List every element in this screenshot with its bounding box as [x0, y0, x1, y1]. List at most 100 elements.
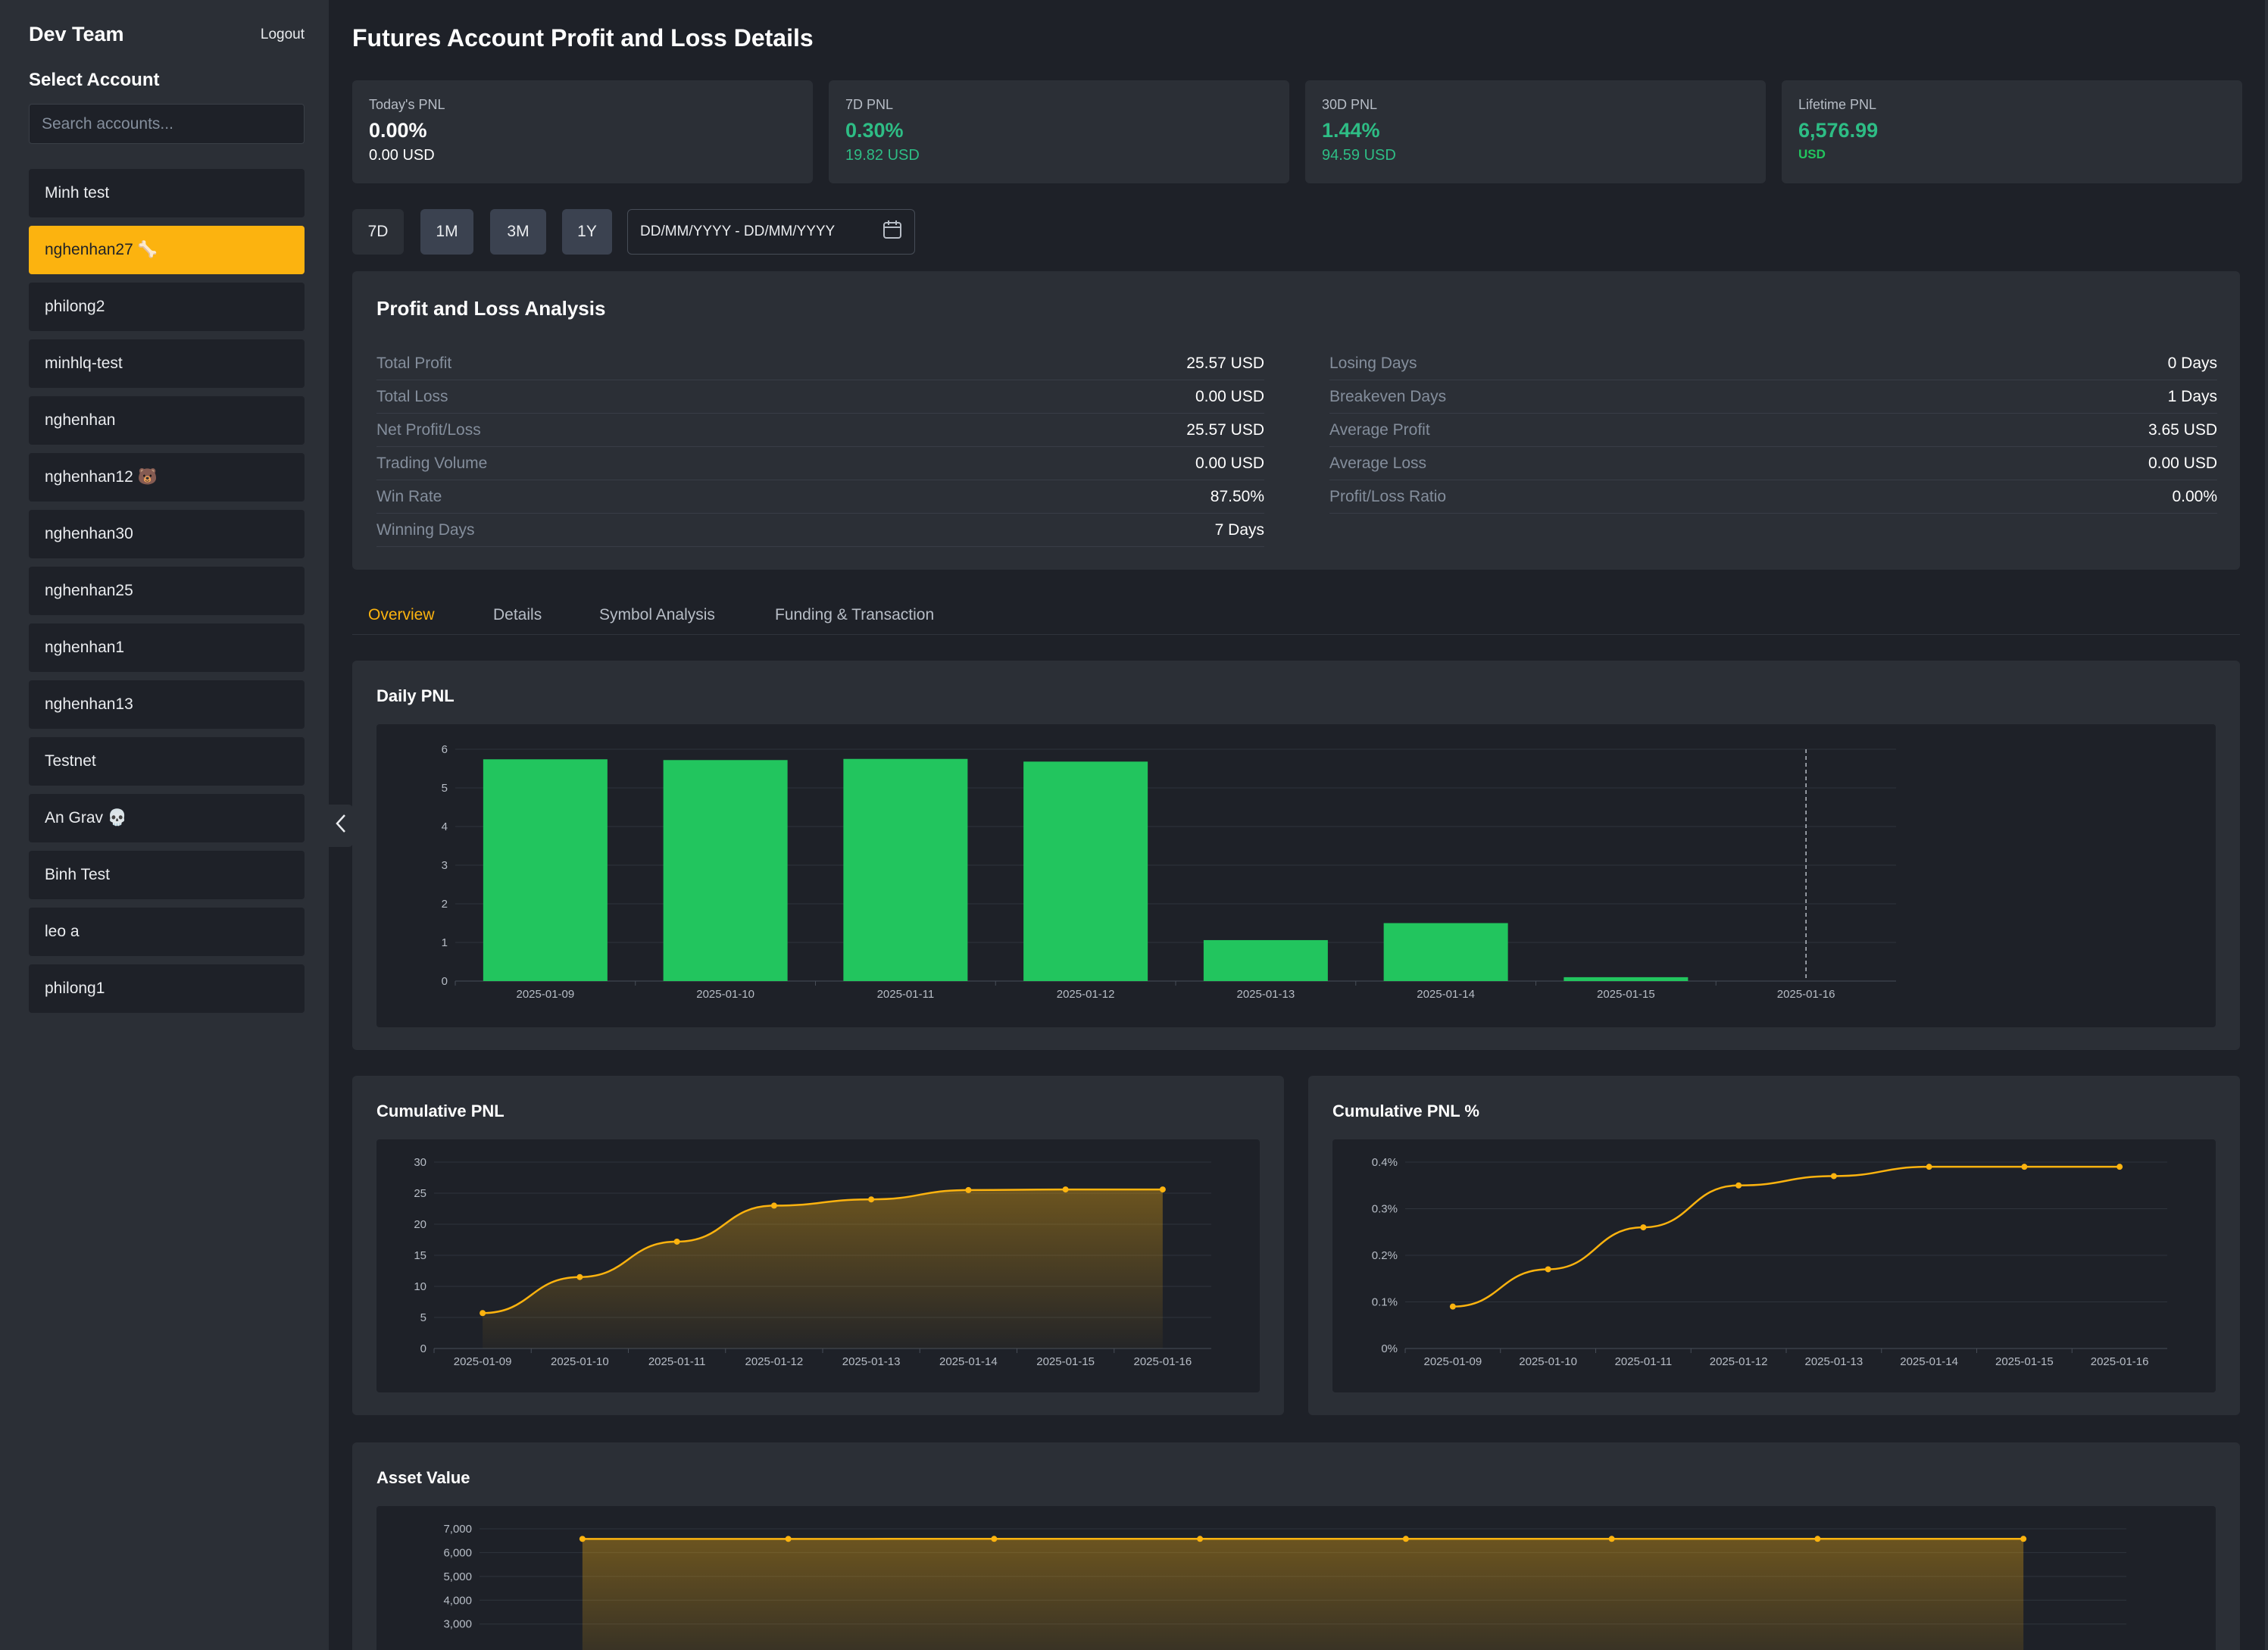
- chart-title: Asset Value: [376, 1468, 470, 1487]
- x-tick-label: 2025-01-16: [1134, 1355, 1192, 1368]
- range-button-7d[interactable]: 7D: [352, 209, 404, 255]
- analysis-key: Net Profit/Loss: [376, 420, 481, 439]
- account-item[interactable]: philong2: [29, 283, 305, 331]
- tab-symbol-analysis[interactable]: Symbol Analysis: [599, 606, 715, 623]
- cumulative-pnl-percent-panel: Cumulative PNL % 0% 0.1% 0.2% 0.3% 0.4% 2025-…: [1308, 1076, 2240, 1415]
- daily-pnl-bar: [1023, 761, 1148, 981]
- date-range-placeholder: DD/MM/YYYY - DD/MM/YYYY: [640, 223, 836, 239]
- data-point: [1926, 1164, 1932, 1170]
- x-tick-label: 2025-01-12: [1710, 1355, 1768, 1368]
- account-item[interactable]: philong1: [29, 964, 305, 1013]
- analysis-key: Profit/Loss Ratio: [1329, 487, 1447, 505]
- account-item[interactable]: An Grav 💀: [29, 794, 305, 842]
- y-tick-label: 3: [442, 859, 448, 872]
- account-item[interactable]: nghenhan: [29, 396, 305, 445]
- stat-sub-value: 19.82 USD: [845, 147, 920, 164]
- cumulative-pnl-chart-area: 0 5 10 15 20 25 30 2025-01-09 2025-01-10 2025-01-…: [376, 1139, 1260, 1392]
- series-area: [582, 1539, 2024, 1650]
- search-accounts-input[interactable]: [29, 104, 305, 144]
- analysis-value: 0.00 USD: [2148, 454, 2217, 472]
- cumulative-pnl-percent-chart: 0% 0.1% 0.2% 0.3% 0.4% 2025-01-09 2025-01-10 20…: [1372, 1156, 2167, 1368]
- analysis-row: Trading Volume 0.00 USD: [376, 447, 1264, 480]
- y-tick-label: 5: [420, 1311, 426, 1324]
- data-point: [1402, 1536, 1409, 1542]
- analysis-key: Breakeven Days: [1329, 387, 1447, 405]
- account-item[interactable]: nghenhan13: [29, 680, 305, 729]
- calendar-icon: [883, 220, 902, 244]
- account-item[interactable]: nghenhan25: [29, 567, 305, 615]
- page-title: Futures Account Profit and Loss Details: [352, 24, 814, 52]
- daily-pnl-bar: [1203, 939, 1328, 981]
- y-tick-label: 4: [442, 820, 448, 833]
- account-item[interactable]: Binh Test: [29, 851, 305, 899]
- series-line: [483, 1188, 1163, 1314]
- account-item[interactable]: minhlq-test: [29, 339, 305, 388]
- x-tick-label: 2025-01-10: [1519, 1355, 1577, 1368]
- account-item[interactable]: nghenhan30: [29, 510, 305, 558]
- analysis-value: 0.00 USD: [1195, 387, 1264, 405]
- logout-link[interactable]: Logout: [260, 26, 305, 42]
- range-button-3m[interactable]: 3M: [490, 209, 546, 255]
- analysis-right-column: Losing Days 0 Days Breakeven Days 1 Days Ave…: [1329, 347, 2217, 514]
- analysis-key: Average Profit: [1329, 420, 1430, 439]
- analysis-left-column: Total Profit 25.57 USD Total Loss 0.00 USD N…: [376, 347, 1264, 547]
- x-tick-label: 2025-01-12: [745, 1355, 804, 1368]
- tab-overview[interactable]: Overview: [368, 606, 435, 623]
- asset-value-panel: Asset Value 3,000 4,000 5,000 6,000 7,000: [352, 1442, 2240, 1650]
- x-tick-label: 2025-01-12: [1057, 988, 1115, 1001]
- asset-value-chart-area: 3,000 4,000 5,000 6,000 7,000: [376, 1506, 2216, 1650]
- data-point: [673, 1238, 680, 1245]
- data-point: [770, 1202, 777, 1209]
- y-tick-label: 7,000: [443, 1523, 472, 1536]
- account-item[interactable]: nghenhan12 🐻: [29, 453, 305, 502]
- date-range-input[interactable]: DD/MM/YYYY - DD/MM/YYYY: [627, 209, 915, 255]
- analysis-value: 87.50%: [1210, 487, 1264, 505]
- x-tick-label: 2025-01-11: [877, 988, 935, 1001]
- sidebar: Dev Team Logout Select Account Minh test…: [0, 0, 329, 1650]
- stat-card-lifetime: Lifetime PNL 6,576.99 USD: [1782, 80, 2242, 183]
- range-button-1y[interactable]: 1Y: [562, 209, 612, 255]
- x-tick-label: 2025-01-15: [1597, 988, 1655, 1001]
- x-tick-label: 2025-01-10: [696, 988, 754, 1001]
- x-tick-label: 2025-01-11: [648, 1355, 706, 1368]
- stat-value: 6,576.99: [1798, 119, 1879, 142]
- y-tick-label: 0%: [1381, 1342, 1398, 1355]
- y-tick-label: 0.4%: [1372, 1156, 1398, 1169]
- analysis-row: Profit/Loss Ratio 0.00%: [1329, 480, 2217, 514]
- y-tick-label: 0: [420, 1342, 426, 1355]
- range-button-1m[interactable]: 1M: [420, 209, 473, 255]
- account-item[interactable]: nghenhan27 🦴: [29, 226, 305, 274]
- account-item[interactable]: Minh test: [29, 169, 305, 217]
- chart-title: Daily PNL: [376, 686, 455, 705]
- x-tick-label: 2025-01-16: [1777, 988, 1835, 1001]
- series-line: [1452, 1165, 2120, 1308]
- tab-funding-transaction[interactable]: Funding & Transaction: [775, 606, 935, 623]
- stat-label: Today's PNL: [369, 97, 445, 112]
- tab-details[interactable]: Details: [493, 606, 542, 623]
- daily-pnl-bar: [663, 760, 788, 981]
- analysis-row: Losing Days 0 Days: [1329, 347, 2217, 380]
- data-point: [1814, 1536, 1821, 1542]
- sidebar-header: Dev Team Logout: [29, 23, 305, 46]
- daily-pnl-bar: [1383, 923, 1508, 981]
- analysis-row: Win Rate 87.50%: [376, 480, 1264, 514]
- collapse-sidebar-button[interactable]: [329, 805, 353, 847]
- data-point: [1062, 1186, 1069, 1193]
- y-tick-label: 25: [414, 1187, 426, 1200]
- account-item[interactable]: nghenhan1: [29, 623, 305, 672]
- daily-pnl-panel: Daily PNL 0 1 2 3 4 5 6 2025-01-09 2025-01-10 202…: [352, 661, 2240, 1050]
- cumulative-pnl-chart: 0 5 10 15 20 25 30 2025-01-09 2025-01-10 2025-01-…: [414, 1156, 1211, 1368]
- team-name: Dev Team: [29, 23, 124, 45]
- y-tick-label: 20: [414, 1218, 426, 1231]
- account-item[interactable]: Testnet: [29, 737, 305, 786]
- x-tick-label: 2025-01-16: [2091, 1355, 2149, 1368]
- x-tick-label: 2025-01-14: [1900, 1355, 1958, 1368]
- window-edge: [2265, 0, 2268, 1650]
- stat-card-7d: 7D PNL 0.30% 19.82 USD: [829, 80, 1289, 183]
- account-item[interactable]: leo a: [29, 908, 305, 956]
- data-point: [1545, 1266, 1551, 1273]
- analysis-value: 0.00 USD: [1195, 454, 1264, 472]
- data-point: [1640, 1224, 1647, 1231]
- analysis-key: Total Loss: [376, 387, 448, 405]
- y-tick-label: 0: [442, 975, 448, 988]
